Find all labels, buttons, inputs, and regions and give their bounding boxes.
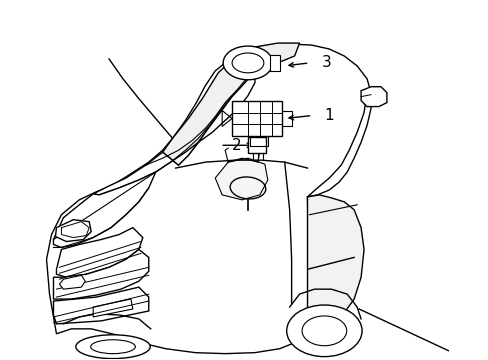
- Ellipse shape: [76, 335, 150, 359]
- Ellipse shape: [90, 340, 135, 354]
- Polygon shape: [53, 172, 155, 247]
- Polygon shape: [232, 100, 281, 136]
- Polygon shape: [60, 275, 85, 289]
- Ellipse shape: [232, 53, 264, 73]
- Ellipse shape: [223, 46, 272, 80]
- Text: 1: 1: [324, 108, 333, 123]
- Text: 2: 2: [232, 138, 241, 153]
- Polygon shape: [46, 44, 370, 354]
- Polygon shape: [269, 55, 279, 71]
- Polygon shape: [93, 299, 133, 317]
- Polygon shape: [307, 195, 364, 334]
- Polygon shape: [56, 228, 142, 277]
- Text: 3: 3: [321, 55, 330, 71]
- Polygon shape: [215, 158, 267, 200]
- Polygon shape: [55, 220, 91, 242]
- Polygon shape: [247, 137, 265, 153]
- Polygon shape: [53, 249, 148, 299]
- Polygon shape: [53, 287, 148, 324]
- Polygon shape: [163, 43, 299, 165]
- Ellipse shape: [302, 316, 346, 346]
- Ellipse shape: [286, 305, 361, 357]
- Polygon shape: [360, 87, 386, 107]
- Polygon shape: [93, 71, 254, 195]
